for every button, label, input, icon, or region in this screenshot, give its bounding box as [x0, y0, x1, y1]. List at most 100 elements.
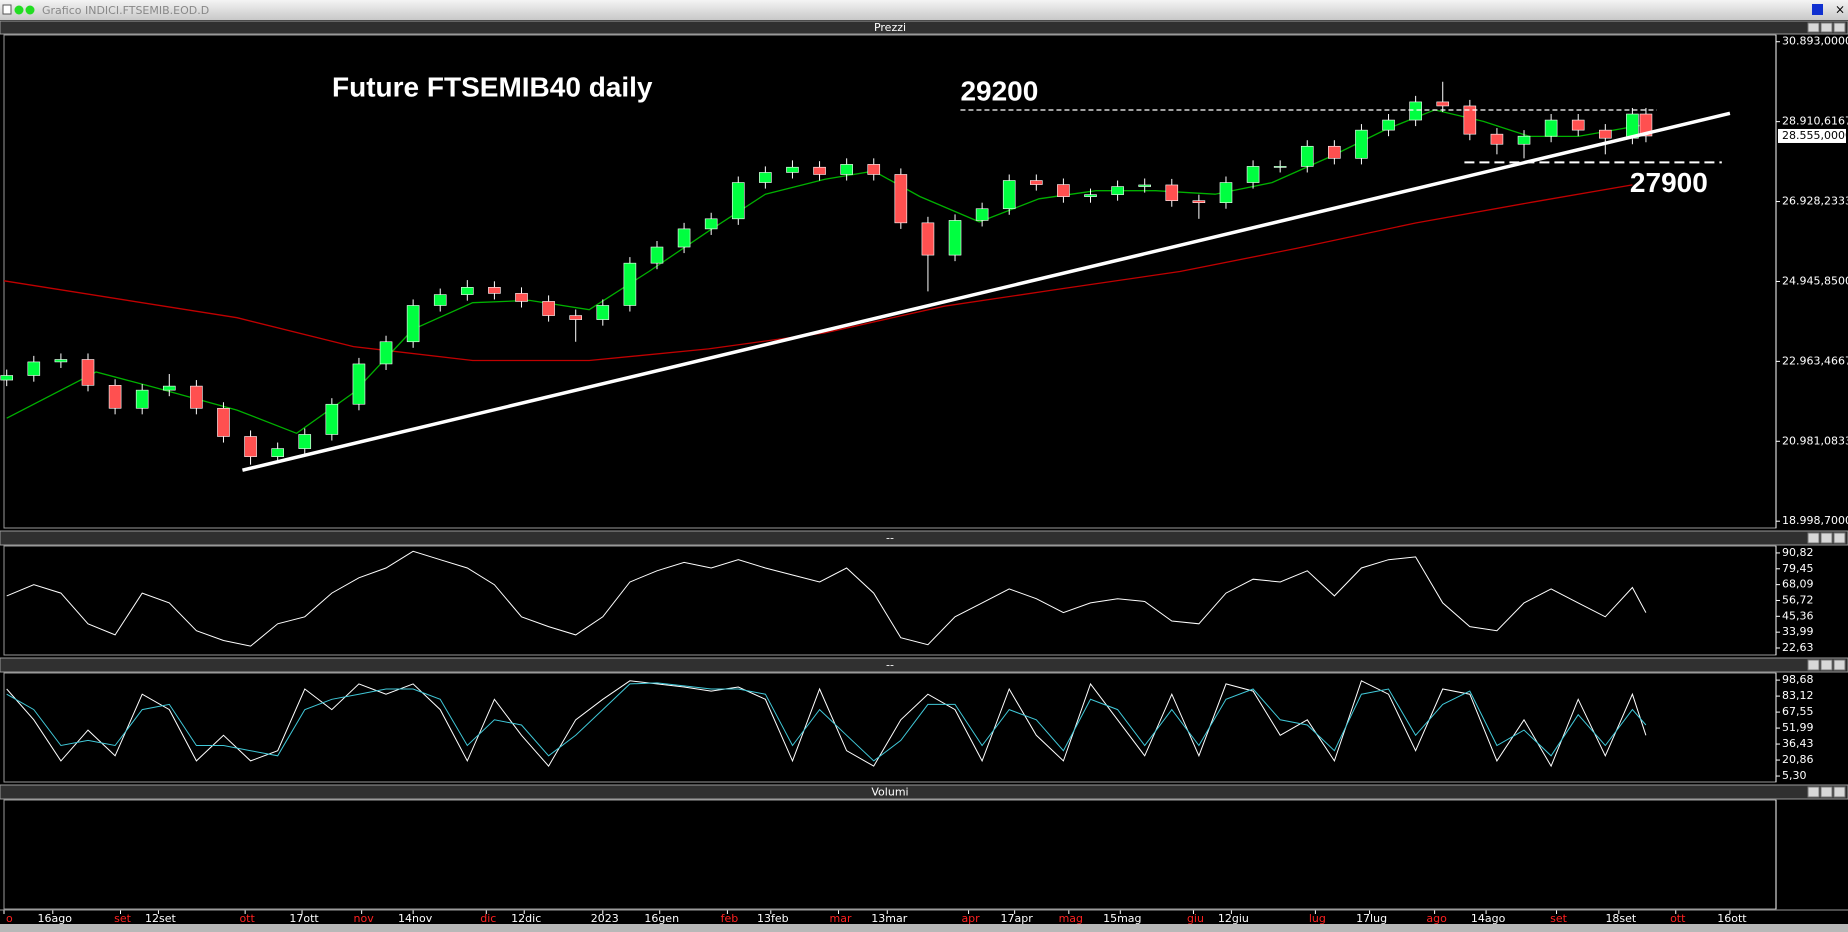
candle-body — [1436, 101, 1450, 107]
x-tick-label: 14ago — [1471, 912, 1506, 925]
y-tick-label: 68,09 — [1782, 578, 1814, 591]
candle-body — [1030, 180, 1043, 185]
panel-button[interactable] — [1820, 532, 1833, 544]
panel-title: -- — [886, 532, 894, 545]
plot-area — [3, 545, 1777, 656]
y-tick-label: 98,68 — [1782, 673, 1814, 686]
y-tick-label: 83,12 — [1782, 689, 1814, 702]
candle-body — [677, 228, 691, 248]
y-tick-label: 18.998,7000 — [1782, 514, 1848, 527]
candle-body — [786, 166, 799, 173]
candle-body — [1409, 101, 1422, 121]
x-tick-label: 12set — [145, 912, 176, 925]
y-tick-label: 51,99 — [1782, 721, 1814, 734]
y-tick-label: 30.893,0000 — [1782, 35, 1848, 48]
candle-body — [704, 218, 718, 230]
y-tick-label: 22,63 — [1782, 641, 1814, 654]
y-tick-label: 36,43 — [1782, 737, 1814, 750]
candle-body — [461, 287, 474, 295]
y-tick-label: 79,45 — [1782, 562, 1814, 575]
x-tick-label: 13mar — [871, 912, 907, 925]
panel-button[interactable] — [1807, 22, 1820, 33]
y-tick-label: 56,72 — [1782, 593, 1814, 606]
indicator-line — [6, 550, 1647, 647]
candle-body — [542, 301, 555, 316]
x-tick-label: set — [114, 912, 131, 925]
window-title: Grafico INDICI.FTSEMIB.EOD.D — [42, 4, 209, 17]
panel-button[interactable] — [1833, 532, 1846, 544]
candle-body — [1165, 184, 1179, 201]
candle-body — [894, 174, 908, 224]
panel-button[interactable] — [1833, 659, 1846, 671]
y-tick-label: 45,36 — [1782, 609, 1814, 622]
x-tick-label: lug — [1309, 912, 1326, 925]
candle-body — [1246, 166, 1260, 183]
candle-body — [190, 385, 203, 409]
panel-button[interactable] — [1820, 786, 1833, 798]
y-tick-label: 33,99 — [1782, 625, 1814, 638]
x-tick-label: 18set — [1605, 912, 1636, 925]
close-button[interactable]: × — [1835, 3, 1845, 17]
candle-body — [298, 434, 312, 449]
y-tick-label: 20.981,0833 — [1782, 434, 1848, 447]
candle-body — [650, 246, 664, 264]
x-tick-label: mar — [830, 912, 852, 925]
candle-body — [759, 172, 772, 183]
y-tick-label: 20,86 — [1782, 753, 1814, 766]
level-label: 29200 — [960, 75, 1038, 106]
candle-body — [406, 305, 420, 343]
indicator-line — [6, 682, 1647, 762]
panel-button[interactable] — [1807, 659, 1820, 671]
status-dot — [14, 5, 24, 15]
level-label: 27900 — [1630, 167, 1708, 198]
last-price-box — [1778, 128, 1846, 143]
chart-annotation: Future FTSEMIB40 daily — [332, 71, 653, 102]
candle-body — [840, 164, 853, 175]
last-price-label: 28.555,0000 — [1782, 129, 1848, 142]
candle-body — [488, 287, 501, 294]
panel-button[interactable] — [1833, 786, 1846, 798]
candle-body — [1219, 182, 1233, 203]
candle-body — [1544, 119, 1558, 137]
y-tick-label: 26.928,2333 — [1782, 195, 1848, 208]
x-tick-label: 2023 — [591, 912, 619, 925]
candle-body — [1111, 186, 1124, 195]
candle-body — [108, 385, 122, 409]
panel-header — [0, 530, 1848, 546]
candle-body — [162, 385, 176, 391]
x-tick-label: 17lug — [1356, 912, 1387, 925]
x-tick-label: 16ago — [38, 912, 73, 925]
candle-body — [1138, 184, 1151, 187]
candle-body — [1192, 200, 1206, 203]
panel-button[interactable] — [1820, 22, 1833, 33]
candle-body — [1463, 105, 1477, 135]
panel-title: -- — [886, 659, 894, 672]
x-tick-label: o — [6, 912, 13, 925]
x-tick-label: feb — [721, 912, 739, 925]
panel-button[interactable] — [1820, 659, 1833, 671]
panel-button[interactable] — [1807, 532, 1820, 544]
restore-button[interactable] — [1812, 4, 1823, 15]
candle-body — [379, 341, 393, 365]
candle-body — [217, 407, 230, 437]
candle-body — [433, 294, 447, 306]
panel-title: Volumi — [871, 786, 908, 799]
y-tick-label: 28.910,6167 — [1782, 115, 1848, 128]
candle-body — [244, 436, 257, 457]
x-tick-label: mag — [1059, 912, 1083, 925]
candle-body — [1300, 145, 1314, 167]
candle-body — [27, 361, 41, 376]
indicator-line — [6, 680, 1647, 768]
x-tick-label: giu — [1187, 912, 1204, 925]
candle-body — [0, 375, 14, 381]
status-dot — [25, 5, 35, 15]
candle-body — [325, 403, 339, 435]
candle-body — [515, 293, 528, 302]
panel-button[interactable] — [1833, 22, 1846, 33]
plot-area — [3, 799, 1777, 910]
window-icon[interactable] — [2, 4, 12, 15]
x-tick-label: 16ott — [1717, 912, 1747, 925]
x-tick-label: 17apr — [1001, 912, 1034, 925]
y-tick-label: 5,30 — [1782, 769, 1807, 782]
panel-button[interactable] — [1807, 786, 1820, 798]
